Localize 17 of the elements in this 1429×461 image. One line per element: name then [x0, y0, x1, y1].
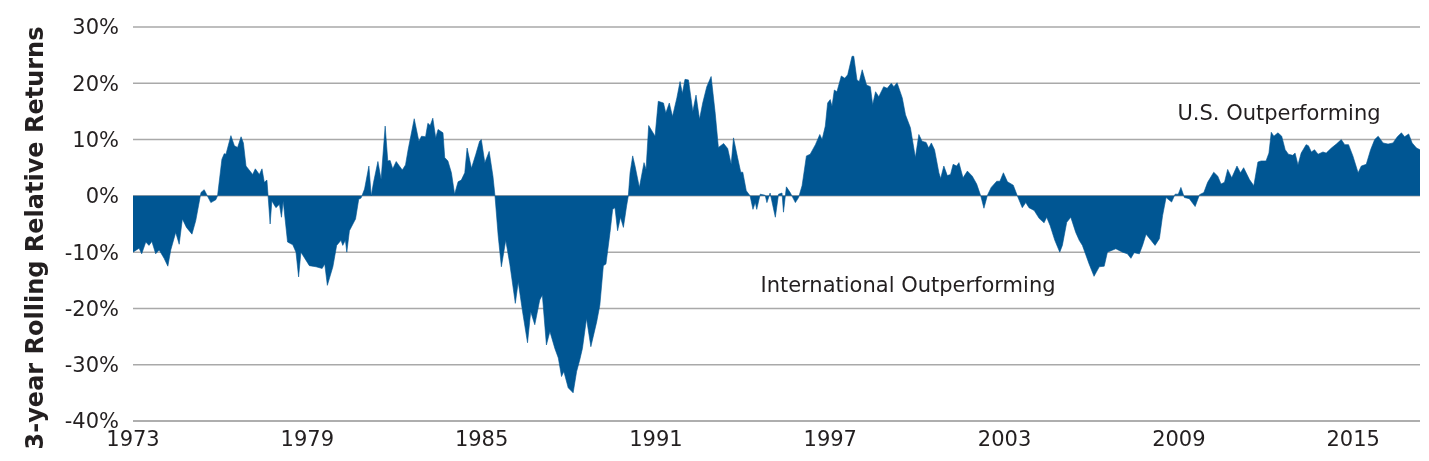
annotation: U.S. Outperforming — [1177, 101, 1381, 125]
x-tick-label: 2009 — [1152, 426, 1206, 451]
annotation: International Outperforming — [760, 273, 1056, 297]
y-tick-label: -20% — [64, 296, 119, 321]
x-tick-label: 1979 — [280, 426, 335, 451]
x-tick-label: 1997 — [803, 426, 857, 451]
x-tick-label: 2003 — [977, 426, 1032, 451]
y-tick-label: 30% — [72, 15, 119, 40]
x-tick-label: 1985 — [454, 426, 509, 451]
y-tick-label: -10% — [64, 240, 119, 265]
x-tick-label: 2015 — [1326, 426, 1380, 451]
x-tick-label: 1991 — [629, 426, 683, 451]
y-axis-title: 3-year Rolling Relative Returns — [21, 26, 49, 450]
y-tick-label: 20% — [72, 71, 119, 96]
y-tick-label: 10% — [72, 128, 119, 153]
y-tick-label: -30% — [64, 353, 119, 378]
y-tick-label: 0% — [85, 184, 119, 209]
